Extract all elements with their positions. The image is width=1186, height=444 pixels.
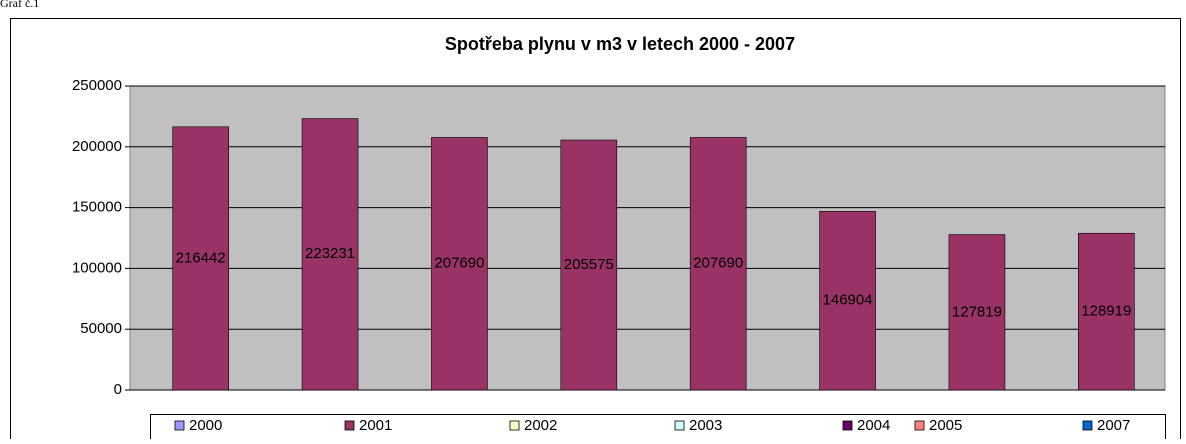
legend-swatch bbox=[174, 420, 185, 431]
data-label: 128919 bbox=[1081, 303, 1131, 320]
data-label: 216442 bbox=[176, 249, 226, 266]
bar bbox=[1078, 232, 1135, 391]
legend-swatch bbox=[509, 420, 520, 431]
legend-label: 2005 bbox=[929, 417, 962, 434]
legend-swatch bbox=[842, 420, 853, 431]
bar bbox=[560, 139, 618, 391]
bar bbox=[172, 126, 229, 391]
plot-area bbox=[129, 85, 1166, 391]
data-label: 146904 bbox=[823, 292, 873, 309]
legend-label: 2003 bbox=[689, 417, 722, 434]
legend-swatch bbox=[1082, 420, 1093, 431]
y-tick-label: 0 bbox=[114, 381, 122, 398]
y-tick-label: 100000 bbox=[72, 259, 122, 276]
y-tick-label: 150000 bbox=[72, 199, 122, 216]
data-label: 207690 bbox=[693, 255, 743, 272]
y-tick-label: 250000 bbox=[72, 77, 122, 94]
legend-swatch bbox=[914, 420, 925, 431]
bar bbox=[689, 137, 747, 391]
legend-swatch bbox=[674, 420, 685, 431]
data-label: 205575 bbox=[564, 256, 614, 273]
legend-label: 2004 bbox=[857, 417, 890, 434]
bar bbox=[948, 234, 1006, 391]
data-label: 207690 bbox=[434, 255, 484, 272]
chart-title: Spotřeba plynu v m3 v letech 2000 - 2007 bbox=[445, 34, 795, 54]
data-label: 223231 bbox=[305, 245, 355, 262]
caption: Graf č.1 bbox=[0, 0, 39, 10]
legend-label: 2007 bbox=[1097, 417, 1130, 434]
legend-swatch bbox=[344, 420, 355, 431]
legend-label: 2000 bbox=[189, 417, 222, 434]
bar bbox=[819, 211, 876, 391]
bar bbox=[301, 118, 359, 391]
y-tick-label: 200000 bbox=[72, 138, 122, 155]
y-tick-label: 50000 bbox=[80, 320, 122, 337]
bar bbox=[431, 137, 488, 391]
legend bbox=[150, 414, 1166, 444]
legend-label: 2001 bbox=[359, 417, 392, 434]
legend-label: 2002 bbox=[524, 417, 557, 434]
data-label: 127819 bbox=[952, 303, 1002, 320]
